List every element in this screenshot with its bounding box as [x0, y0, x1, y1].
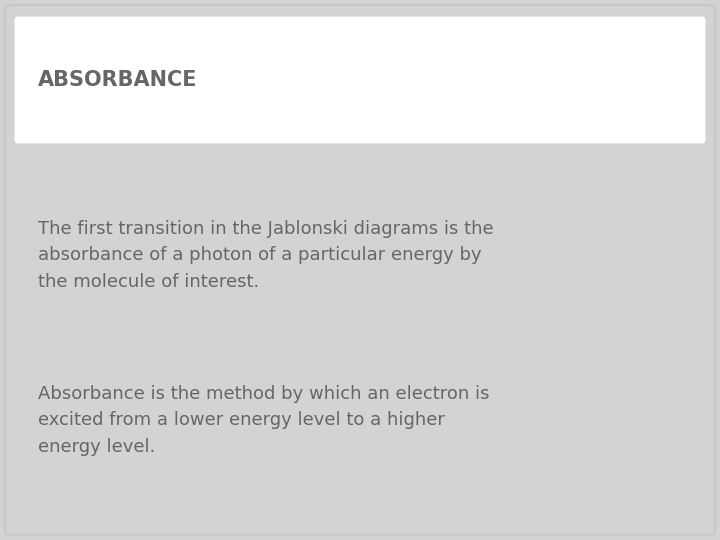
FancyBboxPatch shape	[14, 16, 706, 144]
Text: Absorbance is the method by which an electron is
excited from a lower energy lev: Absorbance is the method by which an ele…	[38, 385, 490, 456]
FancyBboxPatch shape	[5, 5, 715, 535]
Text: The first transition in the Jablonski diagrams is the
absorbance of a photon of : The first transition in the Jablonski di…	[38, 220, 494, 291]
Text: ABSORBANCE: ABSORBANCE	[38, 70, 197, 90]
